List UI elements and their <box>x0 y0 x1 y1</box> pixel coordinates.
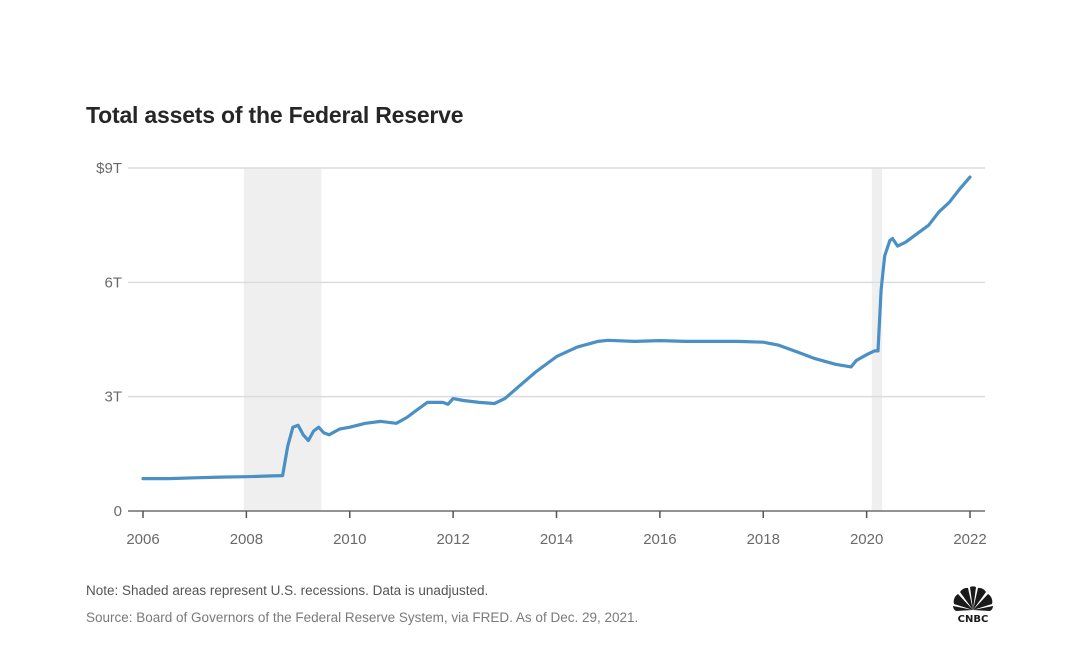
y-tick-label: 3T <box>104 389 122 406</box>
x-tick-label: 2010 <box>333 531 366 548</box>
recession-band-0 <box>243 168 322 511</box>
series-group <box>141 175 972 481</box>
chart-source: Source: Board of Governors of the Federa… <box>86 610 639 625</box>
cnbc-logo: CNBC <box>944 586 1002 626</box>
x-tick-label: 2014 <box>540 531 573 548</box>
x-tick-label: 2016 <box>643 531 676 548</box>
x-axis: 2006 2008 2010 2012 2014 2016 2018 2020 2022 <box>126 510 987 548</box>
x-tick-label: 2018 <box>747 531 780 548</box>
series-line-0 <box>141 175 972 481</box>
recession-bands <box>243 168 883 511</box>
y-tick-label: $9T <box>96 160 122 177</box>
x-tick-label: 2008 <box>230 531 263 548</box>
y-tick-label: 0 <box>114 503 122 520</box>
y-axis-ticks: 0 3T 6T $9T <box>96 160 122 520</box>
gridlines <box>128 167 985 398</box>
chart-note: Note: Shaded areas represent U.S. recess… <box>86 583 489 598</box>
x-tick-label: 2020 <box>850 531 883 548</box>
x-tick-label: 2022 <box>953 531 986 548</box>
recession-band-1 <box>871 168 883 511</box>
chart-title: Total assets of the Federal Reserve <box>86 102 464 128</box>
x-tick-label: 2012 <box>436 531 469 548</box>
x-tick-label: 2006 <box>126 531 159 548</box>
cnbc-peacock-icon: CNBC <box>953 586 993 625</box>
cnbc-logo-text: CNBC <box>958 614 989 625</box>
y-tick-label: 6T <box>104 274 122 291</box>
